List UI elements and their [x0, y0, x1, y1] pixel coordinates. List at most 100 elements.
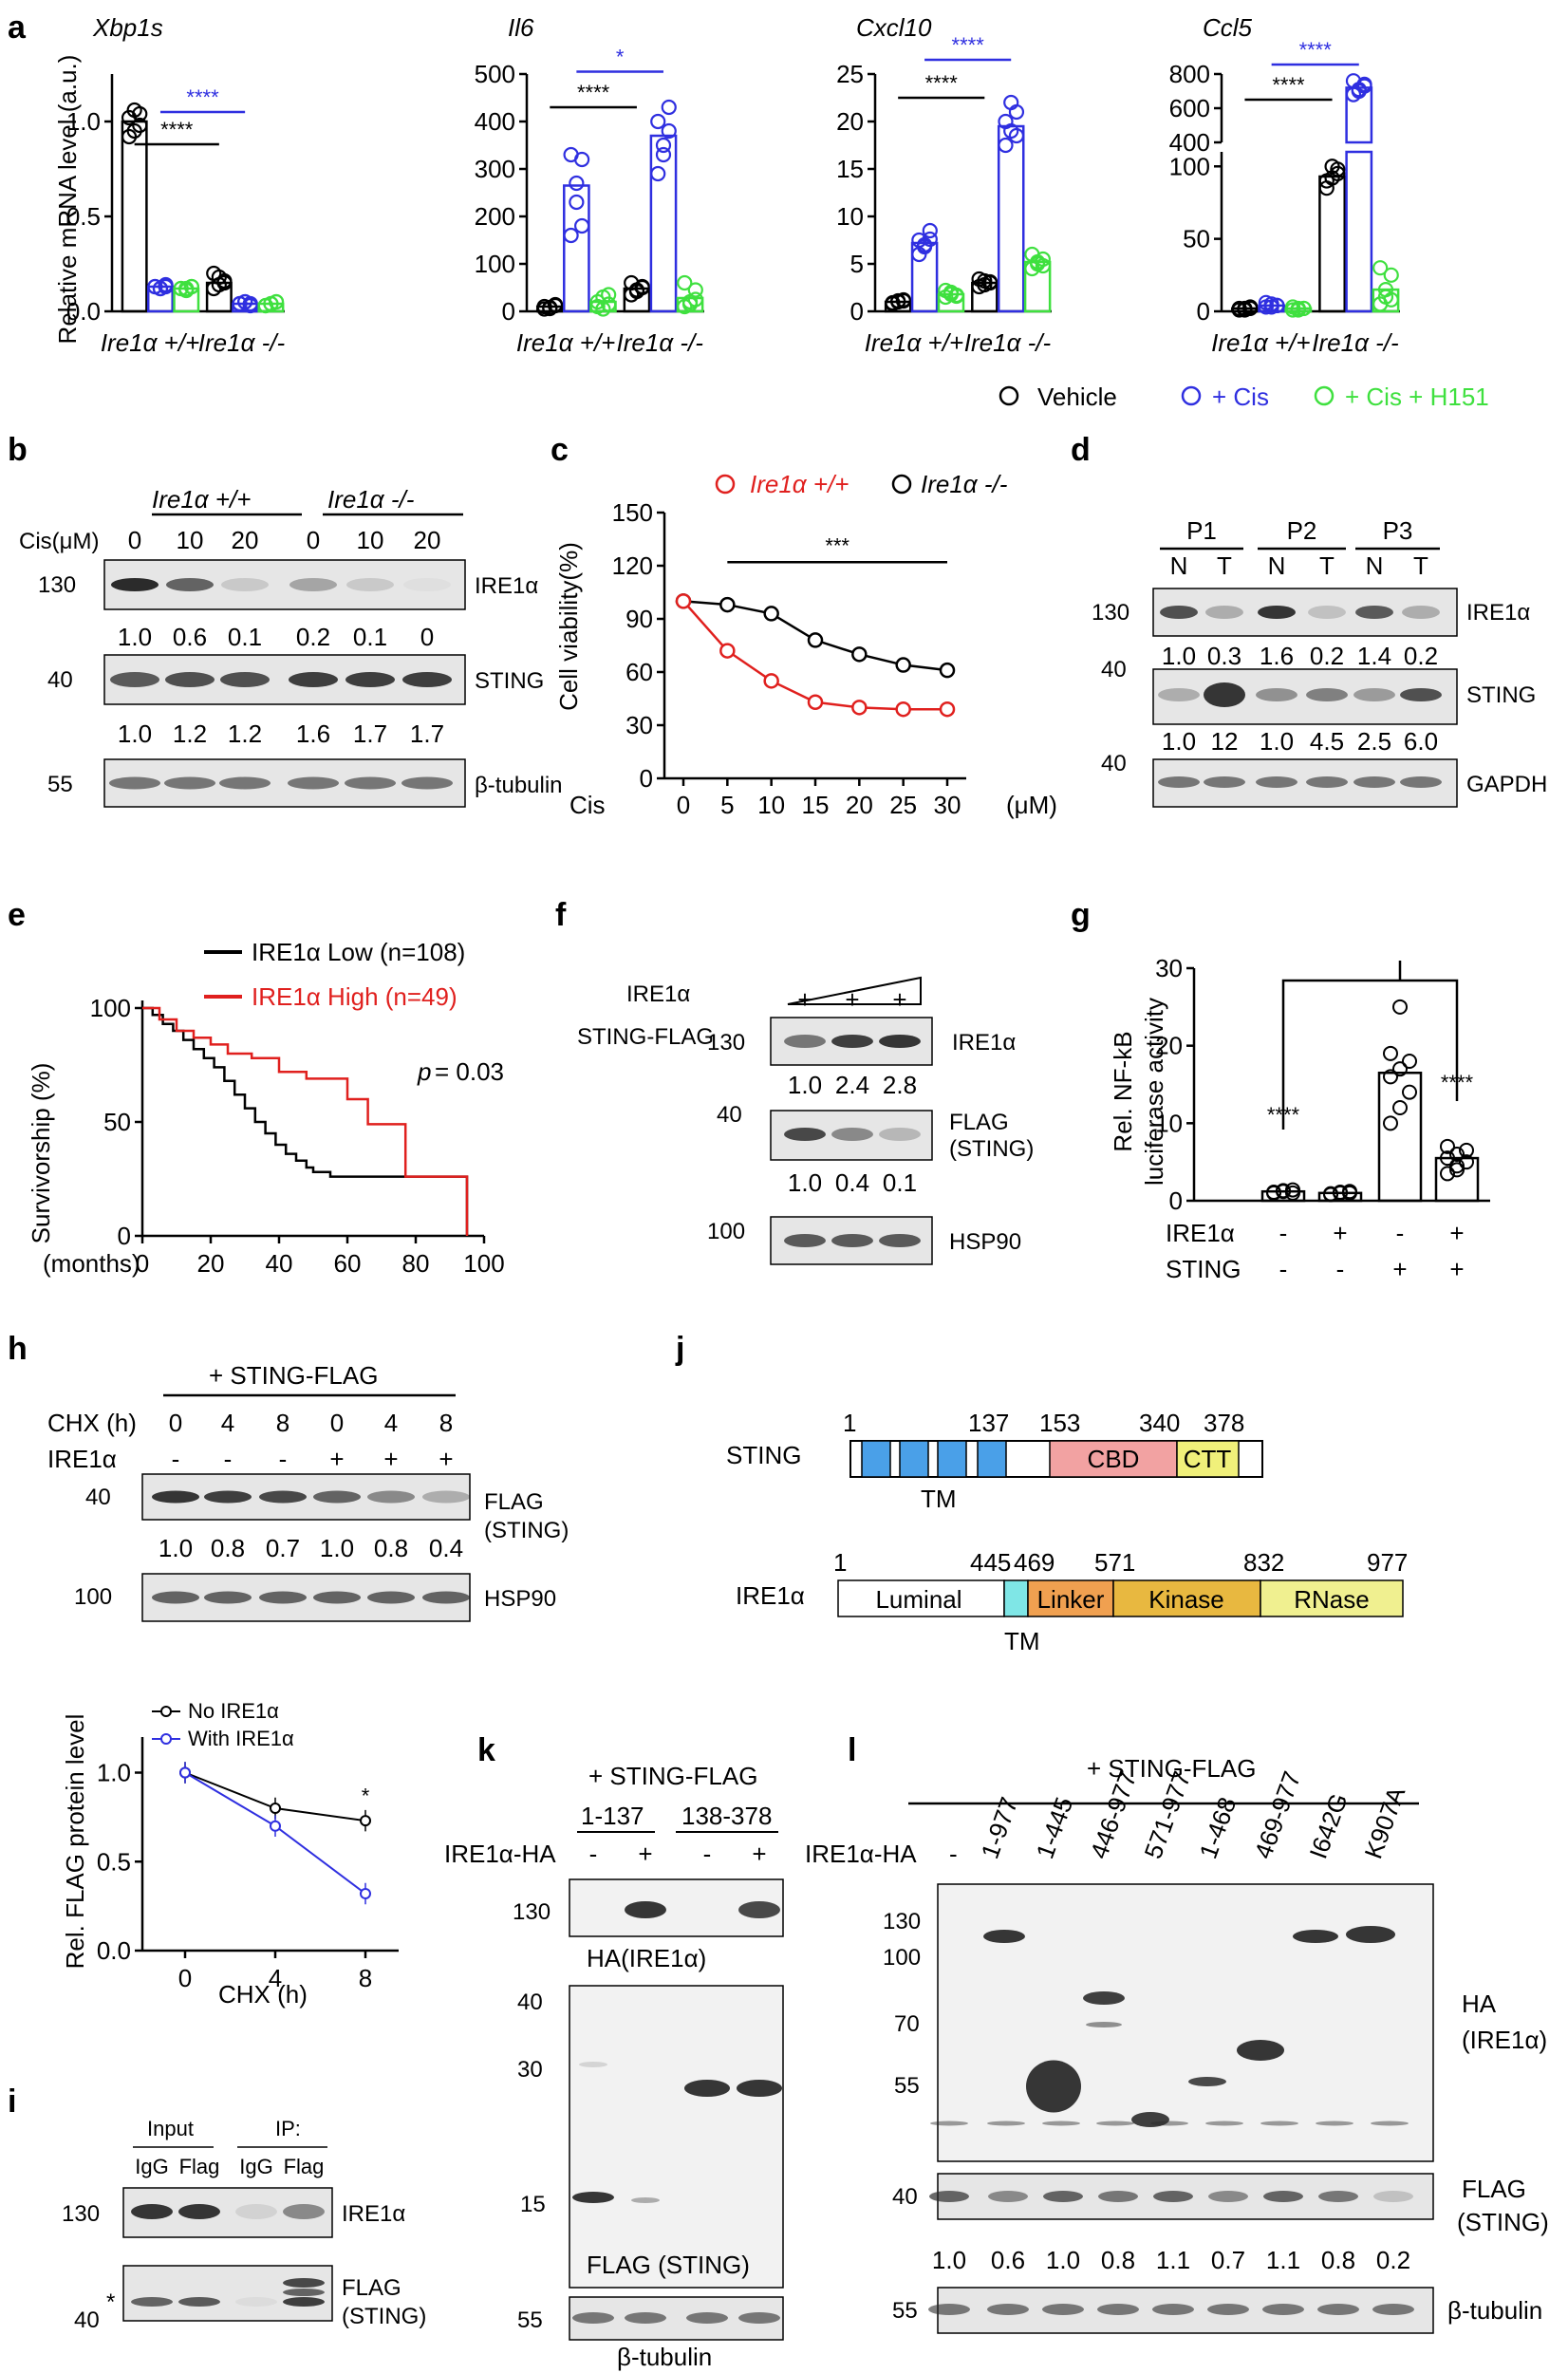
- y-tick-label: 60: [625, 658, 653, 686]
- panel-letter: a: [8, 9, 27, 46]
- data-point: [1449, 1162, 1465, 1178]
- legend-with-ire1a: With IRE1α: [188, 1727, 294, 1750]
- data-point: [1296, 300, 1312, 317]
- gradient-triangle: [787, 976, 922, 1005]
- ctt-domain: [1176, 1440, 1240, 1478]
- luminal-label: Luminal: [875, 1585, 961, 1614]
- quant-value: 0.1: [353, 623, 387, 651]
- data-point: [1024, 246, 1040, 263]
- band: [346, 578, 394, 591]
- condition-rows: IRE1α - + - + STING - - + +: [1166, 1219, 1465, 1283]
- tm-segment: [937, 1440, 967, 1478]
- band: [1372, 2304, 1414, 2315]
- quant-value: 0.8: [1321, 2246, 1355, 2274]
- bar: [1434, 1156, 1480, 1203]
- band: [403, 578, 451, 591]
- blot-label-2: (STING): [1457, 2208, 1549, 2236]
- data-point: [998, 137, 1014, 154]
- bar: [1345, 150, 1373, 313]
- row-label: IRE1α: [1166, 1219, 1235, 1247]
- gene-title: Xbp1s: [92, 13, 163, 42]
- band: [164, 776, 215, 790]
- data-point: [851, 700, 868, 716]
- y-tick-label: 50: [103, 1108, 131, 1136]
- blot-label: GAPDH: [1466, 772, 1547, 797]
- bands: [131, 2204, 325, 2219]
- x-tick-label: 0: [178, 1964, 192, 1992]
- band: [1293, 1930, 1338, 1943]
- data-point: [1003, 94, 1019, 111]
- quant-value: 0.1: [883, 1168, 917, 1197]
- mw-marker: 100: [707, 1219, 745, 1244]
- data-point: [1356, 78, 1372, 94]
- linker-domain: [1027, 1579, 1114, 1617]
- band: [929, 2191, 969, 2202]
- bands: [625, 1901, 780, 1918]
- data-point: [126, 122, 142, 140]
- y-tick-label: 10: [836, 202, 864, 231]
- blot-ire1a: [1152, 588, 1458, 637]
- x-tick-label: 40: [266, 1249, 293, 1278]
- x-tick-label: 15: [802, 791, 830, 819]
- ctt-label: CTT: [1184, 1445, 1232, 1473]
- data-point: [1440, 1166, 1455, 1182]
- dose-label: 10: [177, 526, 204, 554]
- mw-marker: 40: [892, 2184, 918, 2210]
- data-point: [1269, 297, 1285, 313]
- band: [1042, 2304, 1084, 2315]
- quant-value: 6.0: [1404, 727, 1438, 756]
- data-point: [601, 287, 617, 303]
- quant-row: 1.0 12 1.0 4.5 2.5 6.0: [1162, 727, 1438, 756]
- data-point: [132, 105, 148, 122]
- y-tick-label: 200: [475, 202, 515, 231]
- ire-pos: 1: [833, 1548, 847, 1577]
- x-axis-label: (months): [43, 1249, 140, 1278]
- data-point: [1383, 1115, 1398, 1131]
- y-tick-label: 0.5: [97, 1847, 131, 1876]
- band: [1346, 1926, 1395, 1943]
- panel-i: i Input IP: IgG Flag IgG Flag 130 IRE1α 40 …: [8, 2083, 426, 2333]
- y-axis-label: Survivorship (%): [27, 1063, 55, 1244]
- quant-value: 2.4: [835, 1071, 869, 1099]
- bands: [930, 1926, 1409, 2127]
- band: [1258, 606, 1296, 619]
- cis-label: Cis(μM): [19, 529, 99, 554]
- band: [738, 1901, 780, 1918]
- blot-label-2: (IRE1α): [1462, 2026, 1547, 2054]
- title: + STING-FLAG: [1087, 1754, 1256, 1783]
- lane-label: 469-977: [1248, 1767, 1306, 1862]
- band: [367, 1490, 415, 1504]
- data-point: [1392, 1061, 1408, 1077]
- quant-value: 0.6: [173, 623, 207, 651]
- group-label: Ire1α +/+: [1211, 328, 1310, 357]
- blot-label: STING: [475, 668, 544, 694]
- band: [1204, 682, 1245, 707]
- panel-letter: g: [1071, 897, 1091, 933]
- sign: -: [703, 1840, 712, 1868]
- data-point: [1285, 1185, 1300, 1201]
- line-chart: 0 30 60 90 120 150 0 5 10 15 20 25 30 ***: [612, 498, 966, 819]
- band: [1204, 776, 1245, 788]
- quant-value: 1.0: [1162, 727, 1196, 756]
- bar: [1260, 1189, 1306, 1203]
- band: [1355, 606, 1393, 619]
- mw-marker: 55: [894, 2073, 920, 2099]
- survival-curve-low: [142, 1006, 469, 1236]
- data-point: [895, 701, 911, 718]
- y-axis-label: Relative mRNA level (a.u.): [53, 55, 82, 345]
- lane-label: I642G: [1303, 1789, 1353, 1862]
- sign: -: [1396, 1219, 1405, 1247]
- mw-marker: 15: [520, 2192, 546, 2217]
- bands: [928, 2304, 1414, 2315]
- band: [1131, 2112, 1169, 2127]
- row-label-sting: STING-FLAG: [577, 1024, 714, 1050]
- data-point: [650, 113, 666, 130]
- data-point: [1333, 1185, 1348, 1201]
- band: [1263, 2191, 1303, 2202]
- y-tick-label: 90: [625, 605, 653, 633]
- band: [784, 1128, 826, 1141]
- bands: [152, 1490, 470, 1504]
- ire-tm-domain: [1003, 1579, 1029, 1617]
- blot-label: HSP90: [484, 1586, 556, 1612]
